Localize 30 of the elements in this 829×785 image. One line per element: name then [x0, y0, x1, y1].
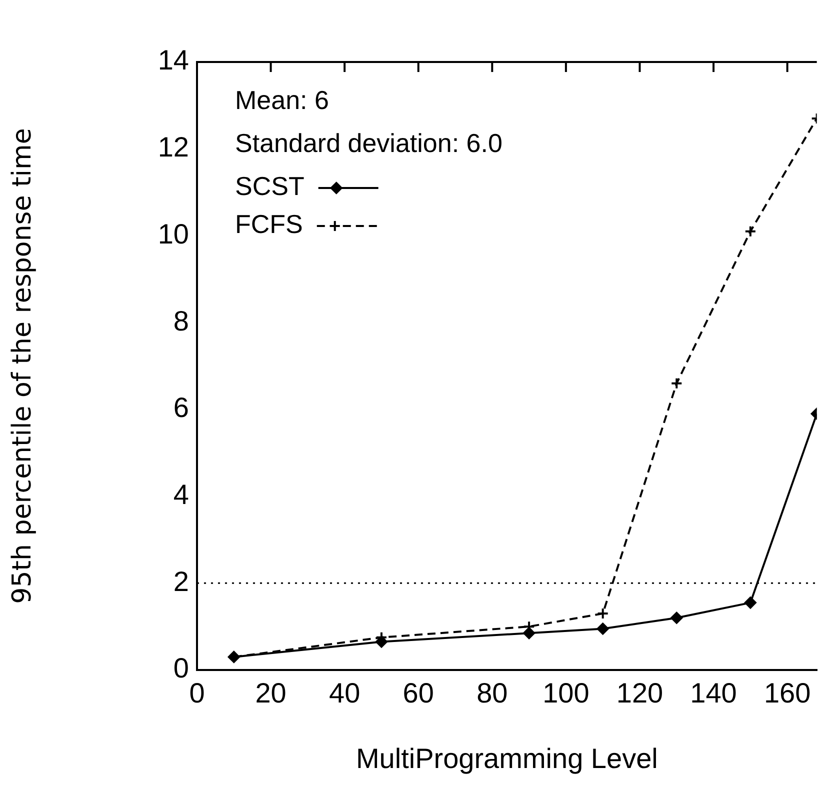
y-tick-label: 14	[158, 44, 189, 76]
x-tick-label: 160	[764, 678, 811, 709]
y-tick-label: 4	[173, 479, 189, 510]
x-tick-label: 60	[402, 678, 434, 709]
annotation: Standard deviation: 6.0	[235, 128, 502, 158]
point	[375, 636, 388, 648]
point	[670, 377, 683, 390]
y-axis-title: 95th percentile of the response time	[7, 128, 38, 604]
point	[670, 612, 683, 624]
point	[596, 608, 609, 620]
point	[744, 225, 756, 238]
x-axis-title: MultiProgramming Level	[356, 742, 658, 774]
legend-label: FCFS	[235, 209, 303, 240]
y-tick-label: 2	[173, 566, 189, 597]
y-tick-label: 8	[173, 305, 189, 336]
x-tick-label: 40	[329, 678, 360, 709]
y-tick-label: 0	[173, 652, 189, 684]
annotation: Mean: 6	[235, 85, 329, 116]
x-tick-label: 140	[690, 678, 737, 709]
point	[596, 622, 609, 635]
y-tick-label: 10	[158, 218, 189, 250]
x-tick-label: 120	[616, 678, 664, 709]
y-tick-label: 6	[173, 392, 189, 424]
x-tick-label: 80	[476, 678, 508, 709]
x-tick-label: 100	[542, 678, 590, 709]
y-tick-label: 12	[158, 132, 189, 163]
x-tick-label: 20	[255, 678, 286, 709]
point	[744, 596, 756, 609]
point	[523, 627, 536, 640]
legend-label: SCST	[235, 171, 304, 202]
